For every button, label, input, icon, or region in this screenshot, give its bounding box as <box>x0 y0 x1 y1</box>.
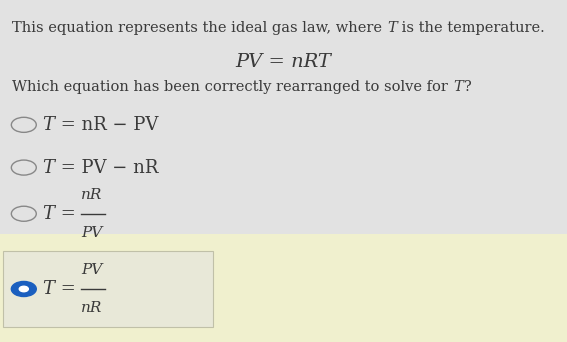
Bar <box>0 0 567 234</box>
Text: =: = <box>54 205 81 223</box>
Text: nR: nR <box>81 301 103 315</box>
Text: T: T <box>43 280 54 298</box>
Text: Which equation has been correctly rearranged to solve for: Which equation has been correctly rearra… <box>12 80 453 94</box>
Text: =: = <box>54 280 81 298</box>
Text: = nR − PV: = nR − PV <box>54 116 158 134</box>
Circle shape <box>11 281 36 297</box>
FancyBboxPatch shape <box>3 251 213 327</box>
Text: PV: PV <box>81 226 102 239</box>
Text: This equation represents the ideal gas law, where: This equation represents the ideal gas l… <box>12 21 387 35</box>
Text: is the temperature.: is the temperature. <box>397 21 544 35</box>
Text: T: T <box>43 116 54 134</box>
Text: ?: ? <box>463 80 471 94</box>
Text: nR: nR <box>81 188 103 202</box>
Circle shape <box>19 286 28 292</box>
Text: T: T <box>43 159 54 176</box>
Text: T: T <box>387 21 397 35</box>
Text: T: T <box>453 80 463 94</box>
Text: PV = nRT: PV = nRT <box>235 53 332 70</box>
Text: = PV − nR: = PV − nR <box>54 159 158 176</box>
Text: T: T <box>43 205 54 223</box>
Text: PV: PV <box>81 263 102 277</box>
Bar <box>0 234 567 342</box>
